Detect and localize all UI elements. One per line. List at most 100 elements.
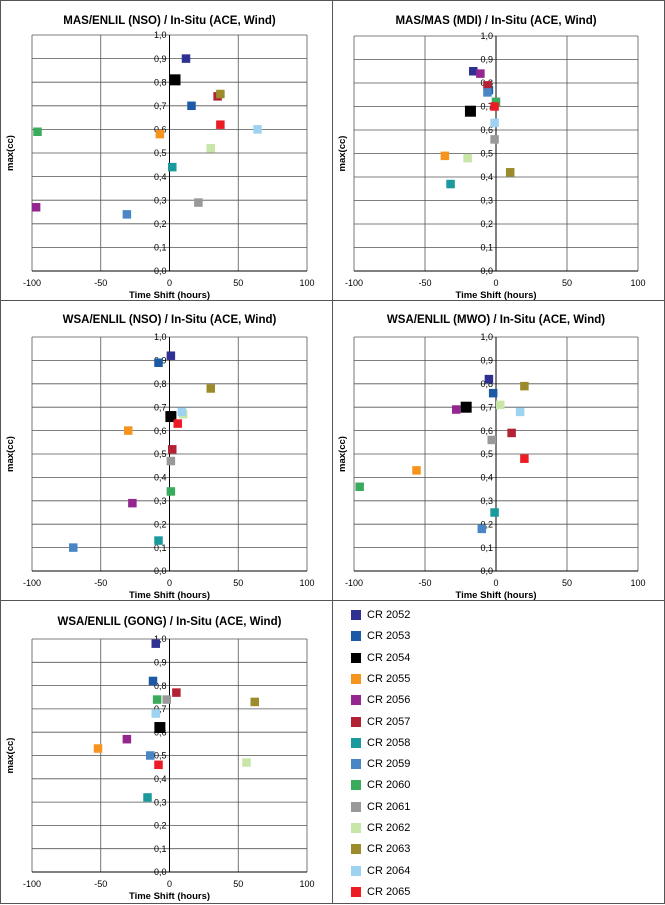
data-point-cr-2065: [520, 454, 529, 463]
data-point-cr-2057: [483, 81, 492, 90]
data-point-cr-2057: [507, 428, 516, 438]
data-point-cr-2057: [172, 688, 181, 697]
legend-label: CR 2055: [367, 672, 411, 685]
legend-label: CR 2062: [367, 822, 411, 834]
y-tick-label: 0,1: [480, 243, 493, 253]
y-tick-label: 1,0: [154, 30, 167, 40]
legend-label: CR 2058: [367, 736, 411, 749]
y-tick-label: 0,6: [154, 426, 167, 436]
y-tick-label: 0,4: [154, 172, 167, 182]
y-tick-label: 0,1: [480, 543, 493, 553]
y-tick-label: 0,3: [154, 797, 167, 807]
y-tick-label: 1,0: [154, 634, 167, 644]
x-tick-label: -100: [345, 578, 363, 588]
y-tick-label: 0,7: [154, 402, 167, 412]
data-point-cr-2064: [151, 709, 160, 718]
y-tick-label: 0,4: [154, 774, 167, 784]
x-tick-label: -50: [418, 578, 431, 588]
legend-swatch: [351, 844, 361, 855]
data-point-cr-2060: [355, 482, 364, 492]
y-tick-label: 0,5: [154, 751, 167, 761]
x-axis-label: Time Shift (hours): [129, 891, 210, 902]
chart-svg-wsa-enlil-gong: WSA/ENLIL (GONG) / In-Situ (ACE, Wind) 0,…: [5, 616, 315, 902]
data-point-cr-2052: [181, 54, 191, 63]
data-point-cr-2052: [151, 639, 160, 648]
data-point-cr-2056: [476, 69, 485, 78]
legend-swatch: [351, 631, 361, 642]
x-axis-label: Time Shift (hours): [129, 290, 210, 301]
y-tick-label: 0,8: [154, 77, 167, 87]
chart-svg-mas-mas-mdi: MAS/MAS (MDI) / In-Situ (ACE, Wind) 0,0 0,…: [337, 15, 646, 301]
y-tick-label: 0,5: [154, 148, 167, 158]
data-point-cr-2055: [155, 129, 165, 139]
data-point-cr-2061: [490, 135, 499, 144]
legend-swatch: [351, 610, 361, 620]
data-point-cr-2062: [206, 144, 215, 153]
legend-label: CR 2063: [367, 843, 411, 856]
x-tick-label: 50: [562, 278, 572, 288]
y-tick-label: 0,9: [480, 55, 493, 65]
chart-panel-wsa-enlil-gong: WSA/ENLIL (GONG) / In-Situ (ACE, Wind) 0,…: [0, 600, 333, 904]
x-tick-label: 100: [299, 278, 314, 288]
chart-svg-mas-enlil-nso: MAS/ENLIL (NSO) / In-Situ (ACE, Wind) 0,0…: [5, 15, 315, 301]
legend-label: CR 2054: [367, 651, 411, 664]
data-points: [31, 54, 262, 219]
y-tick-label: 0,8: [154, 681, 167, 691]
data-point-cr-2060: [166, 487, 176, 496]
y-tick-label: 0,8: [154, 379, 167, 389]
data-point-cr-2053: [148, 676, 158, 686]
x-tick-label: -100: [23, 278, 41, 288]
legend-label: CR 2053: [367, 630, 411, 643]
x-tick-label: 100: [630, 578, 645, 588]
data-point-cr-2052: [484, 374, 494, 384]
chart-title: WSA/ENLIL (MWO) / In-Situ (ACE, Wind): [387, 314, 605, 326]
legend-label: CR 2060: [367, 779, 411, 792]
y-tick-label: 0,9: [154, 658, 167, 668]
chart-svg-wsa-enlil-mwo: WSA/ENLIL (MWO) / In-Situ (ACE, Wind) 0,0…: [337, 314, 646, 601]
data-points: [93, 639, 259, 802]
data-point-cr-2054: [154, 722, 166, 734]
y-tick-label: 0,2: [154, 219, 167, 229]
x-tick-label: 100: [630, 278, 645, 288]
y-tick-label: 0,7: [480, 102, 493, 112]
x-tick-label: -100: [23, 578, 41, 588]
data-point-cr-2053: [187, 101, 196, 111]
x-tick-label: 100: [299, 879, 314, 889]
data-point-cr-2054: [165, 411, 177, 423]
data-point-cr-2063: [520, 381, 529, 391]
y-tick-label: 0,4: [480, 172, 493, 182]
data-point-cr-2064: [515, 407, 525, 417]
chart-title: WSA/ENLIL (NSO) / In-Situ (ACE, Wind): [63, 314, 277, 326]
y-tick-label: 0,2: [480, 519, 493, 529]
y-tick-label: 0,2: [154, 821, 167, 831]
x-tick-label: -100: [23, 879, 41, 889]
y-tick-label: 0,6: [154, 125, 167, 135]
y-tick-label: 0,3: [480, 196, 493, 206]
data-point-cr-2059: [122, 210, 132, 219]
x-tick-label: 0: [167, 278, 172, 288]
y-tick-label: 0,0: [480, 566, 493, 576]
data-point-cr-2056: [31, 203, 41, 212]
legend-swatch: [351, 716, 361, 727]
data-point-cr-2061: [166, 456, 176, 466]
x-tick-label: -100: [345, 278, 363, 288]
data-point-cr-2064: [490, 118, 499, 128]
chart-panel-mas-enlil-nso: MAS/ENLIL (NSO) / In-Situ (ACE, Wind) 0,0…: [0, 0, 333, 301]
data-point-cr-2060: [491, 97, 501, 107]
x-tick-label: -50: [94, 278, 107, 288]
x-tick-label: 0: [493, 278, 498, 288]
x-axis-label: Time Shift (hours): [455, 290, 536, 301]
data-point-cr-2061: [162, 695, 171, 704]
chart-panel-mas-mas-mdi: MAS/MAS (MDI) / In-Situ (ACE, Wind) 0,0 0,…: [332, 0, 665, 301]
data-point-cr-2059: [69, 543, 78, 552]
data-point-cr-2056: [451, 405, 461, 414]
y-tick-label: 0,6: [480, 125, 493, 135]
x-tick-label: 0: [167, 879, 172, 889]
y-tick-label: 1,0: [480, 31, 493, 41]
y-axis-label: max(cc): [5, 436, 16, 472]
data-point-cr-2064: [177, 407, 187, 417]
legend-swatch: [351, 737, 361, 748]
x-tick-label: 0: [493, 578, 498, 588]
x-tick-label: 50: [562, 578, 572, 588]
data-point-cr-2058: [490, 508, 499, 517]
